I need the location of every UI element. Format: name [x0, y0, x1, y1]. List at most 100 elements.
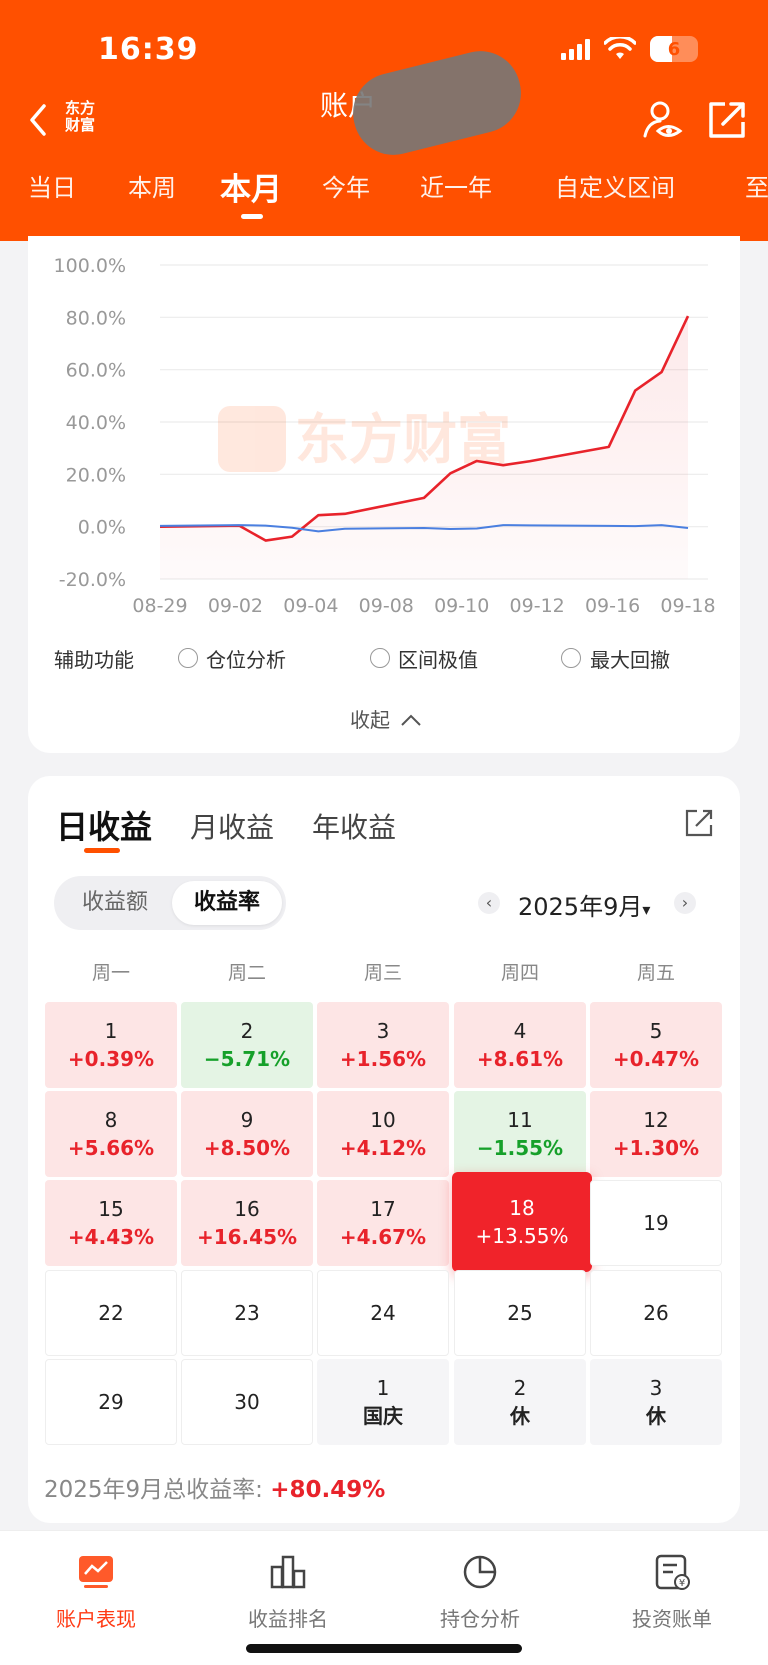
day-number: 23 [234, 1301, 260, 1325]
radio-max-drawdown[interactable] [561, 648, 581, 668]
day-number: 2 [240, 1019, 254, 1043]
pie-chart-icon [463, 1555, 497, 1589]
calendar-day-cell[interactable]: 30 [181, 1359, 313, 1445]
calendar-day-cell[interactable]: 4 +8.61% [454, 1002, 586, 1088]
tab-daily-return[interactable]: 日收益 [56, 808, 153, 846]
chart-watermark: 东方财富 [218, 406, 511, 472]
toggle-return-amount[interactable]: 收益额 [81, 890, 148, 915]
next-month-button[interactable]: › [674, 892, 696, 914]
toggle-return-rate[interactable]: 收益率 [172, 881, 282, 925]
tab-last-year[interactable]: 近一年 [420, 174, 492, 202]
day-number: 17 [370, 1197, 396, 1221]
user-eye-icon[interactable] [640, 98, 684, 142]
day-return: +8.61% [476, 1047, 564, 1071]
battery-level: 6 [667, 38, 681, 60]
day-return: +1.56% [339, 1047, 427, 1071]
day-return: +4.67% [339, 1225, 427, 1249]
calendar-day-cell[interactable]: 9 +8.50% [181, 1091, 313, 1177]
calendar-day-cell[interactable]: 3 +1.56% [317, 1002, 449, 1088]
day-number: 9 [240, 1108, 254, 1132]
day-return: 国庆 [363, 1404, 403, 1428]
calendar-day-cell[interactable]: 25 [454, 1270, 586, 1356]
option-position-analysis[interactable]: 仓位分析 [206, 648, 286, 672]
day-number: 2 [513, 1376, 527, 1400]
calendar-day-cell[interactable]: 29 [45, 1359, 177, 1445]
day-number: 30 [234, 1390, 260, 1414]
calendar-day-cell[interactable]: 22 [45, 1270, 177, 1356]
brand-logo: 东方 财富 [64, 99, 95, 134]
signal-icon [561, 38, 590, 60]
x-tick-label: 09-16 [585, 595, 640, 617]
month-label: 2025年9月 [518, 893, 643, 921]
status-icons: 6 [561, 36, 698, 62]
tab-monthly-return[interactable]: 月收益 [190, 811, 275, 844]
nav-investment-bill[interactable]: ¥ 投资账单 [592, 1551, 752, 1632]
tab-this-month[interactable]: 本月 [220, 172, 282, 208]
radio-range-extremes[interactable] [370, 648, 390, 668]
day-return: −5.71% [203, 1047, 291, 1071]
x-tick-label: 09-12 [510, 595, 565, 617]
calendar-day-cell[interactable]: 18 +13.55% [452, 1172, 592, 1272]
calendar-day-cell[interactable]: 23 [181, 1270, 313, 1356]
day-number: 24 [370, 1301, 396, 1325]
day-number: 1 [104, 1019, 118, 1043]
caret-down-icon: ▾ [642, 900, 651, 919]
day-number: 29 [98, 1390, 124, 1414]
calendar-day-cell[interactable]: 11 −1.55% [454, 1091, 586, 1177]
export-icon[interactable] [684, 808, 714, 838]
series-area-account [160, 316, 688, 579]
return-chart[interactable]: 东方财富 100.0% 80.0% 60.0% 40.0% 20.0% 0.0% -20.0… [0, 0, 768, 640]
x-tick-label: 09-02 [208, 595, 263, 617]
day-number: 3 [376, 1019, 390, 1043]
calendar-day-cell[interactable]: 8 +5.66% [45, 1091, 177, 1177]
calendar-day-cell[interactable]: 5 +0.47% [590, 1002, 722, 1088]
nav-holding-analysis[interactable]: 持仓分析 [400, 1551, 560, 1632]
weekday-label: 周二 [227, 962, 266, 984]
weekday-label: 周四 [500, 962, 539, 984]
tab-today[interactable]: 当日 [28, 174, 76, 202]
tab-this-year[interactable]: 今年 [322, 174, 370, 202]
day-return: 休 [510, 1404, 530, 1428]
calendar-day-cell[interactable]: 1 +0.39% [45, 1002, 177, 1088]
back-arrow-icon[interactable] [24, 100, 54, 140]
prev-month-button[interactable]: ‹ [478, 892, 500, 914]
tab-yearly-return[interactable]: 年收益 [312, 811, 397, 844]
nav-account-performance[interactable]: 账户表现 [16, 1551, 176, 1632]
calendar-day-cell[interactable]: 17 +4.67% [317, 1180, 449, 1266]
tab-custom-range[interactable]: 自定义区间 [555, 174, 675, 202]
day-number: 12 [643, 1108, 669, 1132]
calendar-day-cell[interactable]: 15 +4.43% [45, 1180, 177, 1266]
collapse-button[interactable]: 收起 [350, 704, 422, 733]
total-return: 2025年9月总收益率: +80.49% [44, 1470, 385, 1504]
bar-ranking-icon [270, 1555, 306, 1589]
month-selector[interactable]: 2025年9月▾ [518, 887, 650, 922]
tab-this-week[interactable]: 本周 [128, 174, 176, 202]
day-number: 26 [643, 1301, 669, 1325]
day-number: 16 [234, 1197, 260, 1221]
calendar-day-cell[interactable]: 2 −5.71% [181, 1002, 313, 1088]
share-icon[interactable] [705, 98, 749, 142]
day-return: −1.55% [476, 1136, 564, 1160]
day-number: 22 [98, 1301, 124, 1325]
day-number: 25 [507, 1301, 533, 1325]
calendar-day-cell[interactable]: 1 国庆 [317, 1359, 449, 1445]
day-number: 5 [649, 1019, 663, 1043]
calendar-day-cell[interactable]: 19 [590, 1180, 722, 1266]
nav-return-ranking[interactable]: 收益排名 [208, 1551, 368, 1632]
day-number: 19 [643, 1211, 669, 1235]
calendar-day-cell[interactable]: 10 +4.12% [317, 1091, 449, 1177]
tab-more[interactable]: 至 [745, 174, 768, 202]
option-max-drawdown[interactable]: 最大回撤 [590, 648, 670, 672]
period-tabs: 当日 本周 本月 今年 近一年 自定义区间 至 [0, 168, 768, 218]
calendar-day-cell[interactable]: 24 [317, 1270, 449, 1356]
calendar-day-cell[interactable]: 12 +1.30% [590, 1091, 722, 1177]
radio-position-analysis[interactable] [178, 648, 198, 668]
calendar-day-cell[interactable]: 16 +16.45% [181, 1180, 313, 1266]
calendar-day-cell[interactable]: 26 [590, 1270, 722, 1356]
day-number: 3 [649, 1376, 663, 1400]
day-return: +1.30% [612, 1136, 700, 1160]
option-range-extremes[interactable]: 区间极值 [398, 648, 478, 672]
day-return: +16.45% [196, 1225, 298, 1249]
